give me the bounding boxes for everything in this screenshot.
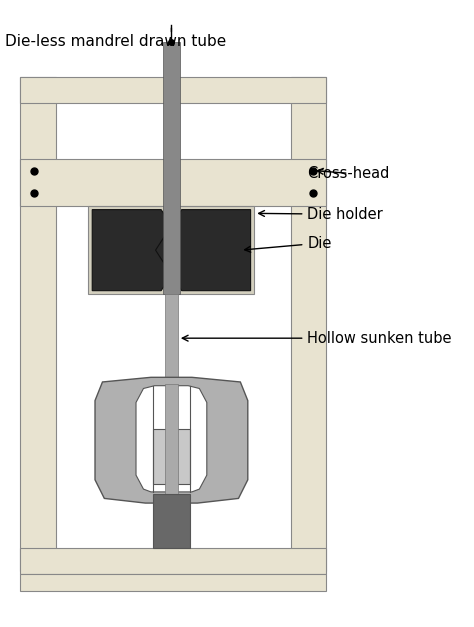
Text: Die: Die bbox=[245, 236, 332, 252]
Text: Die-less mandrel drawn tube: Die-less mandrel drawn tube bbox=[5, 34, 226, 50]
Text: Die holder: Die holder bbox=[259, 207, 383, 222]
Bar bbox=[291, 77, 326, 571]
Bar bbox=[20, 77, 56, 571]
Bar bbox=[89, 206, 255, 295]
Text: Hollow sunken tube: Hollow sunken tube bbox=[182, 330, 452, 345]
Polygon shape bbox=[92, 209, 187, 291]
Bar bbox=[165, 384, 178, 493]
Bar bbox=[153, 493, 190, 548]
Polygon shape bbox=[136, 386, 207, 492]
Text: Cross-head: Cross-head bbox=[308, 166, 390, 181]
Polygon shape bbox=[155, 209, 251, 291]
Bar bbox=[163, 42, 180, 295]
Bar bbox=[153, 428, 190, 485]
Bar bbox=[20, 159, 326, 206]
Bar bbox=[20, 548, 326, 574]
Bar bbox=[20, 574, 326, 591]
Bar bbox=[20, 77, 326, 103]
Bar bbox=[165, 295, 178, 499]
Polygon shape bbox=[95, 377, 248, 503]
